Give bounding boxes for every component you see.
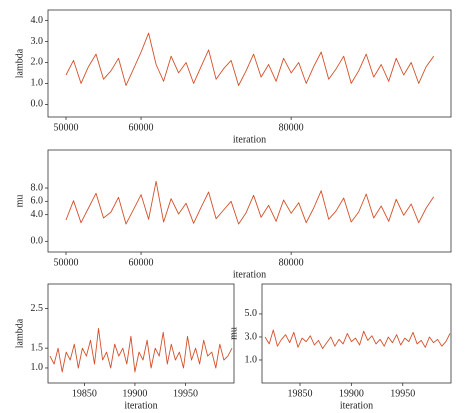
x-tick-label: 60000 xyxy=(129,257,154,268)
trace-line xyxy=(49,327,233,373)
y-tick-label: 8.0 xyxy=(31,182,44,193)
y-tick-label: 3.0 xyxy=(31,36,44,47)
y-tick-label: 2.0 xyxy=(31,57,44,68)
x-tick-label: 19900 xyxy=(339,388,364,399)
y-tick-label: 4.0 xyxy=(31,209,44,220)
x-tick-label: 19950 xyxy=(390,388,415,399)
y-tick-label: 0.0 xyxy=(31,236,44,247)
x-tick-label: 50000 xyxy=(54,122,79,133)
x-axis-label: iteration xyxy=(233,269,266,280)
x-tick-label: 19850 xyxy=(288,388,313,399)
y-tick-label: 1.0 xyxy=(245,354,258,365)
x-tick-label: 80000 xyxy=(279,257,304,268)
x-tick-label: 19950 xyxy=(173,388,198,399)
y-tick-label: 6.0 xyxy=(31,196,44,207)
trace-line xyxy=(264,329,451,349)
plot-frame xyxy=(47,149,452,253)
y-tick-label: 5.0 xyxy=(245,308,258,319)
trace-line xyxy=(65,180,435,225)
x-tick-label: 19900 xyxy=(122,388,147,399)
plot-frame xyxy=(47,9,452,118)
y-tick-label: 4.0 xyxy=(31,15,44,26)
x-tick-label: 19850 xyxy=(72,388,97,399)
x-axis-label: iteration xyxy=(124,400,157,411)
y-axis-label: lambda xyxy=(14,48,25,78)
y-axis-label: mu xyxy=(228,327,239,340)
plot-frame xyxy=(261,283,452,384)
y-axis-label: mu xyxy=(14,195,25,208)
y-tick-label: 3.0 xyxy=(245,331,258,342)
plot-frame xyxy=(47,283,235,384)
y-axis-label: lambda xyxy=(14,318,25,348)
y-tick-label: 1.0 xyxy=(31,362,44,373)
x-axis-label: iteration xyxy=(340,400,373,411)
y-tick-label: 1.0 xyxy=(31,78,44,89)
trace-line xyxy=(65,32,435,86)
x-tick-label: 50000 xyxy=(54,257,79,268)
x-axis-label: iteration xyxy=(233,134,266,145)
y-tick-label: 0.0 xyxy=(31,99,44,110)
y-tick-label: 2.5 xyxy=(31,303,44,314)
x-tick-label: 80000 xyxy=(279,122,304,133)
y-tick-label: 1.5 xyxy=(31,342,44,353)
x-tick-label: 60000 xyxy=(129,122,154,133)
